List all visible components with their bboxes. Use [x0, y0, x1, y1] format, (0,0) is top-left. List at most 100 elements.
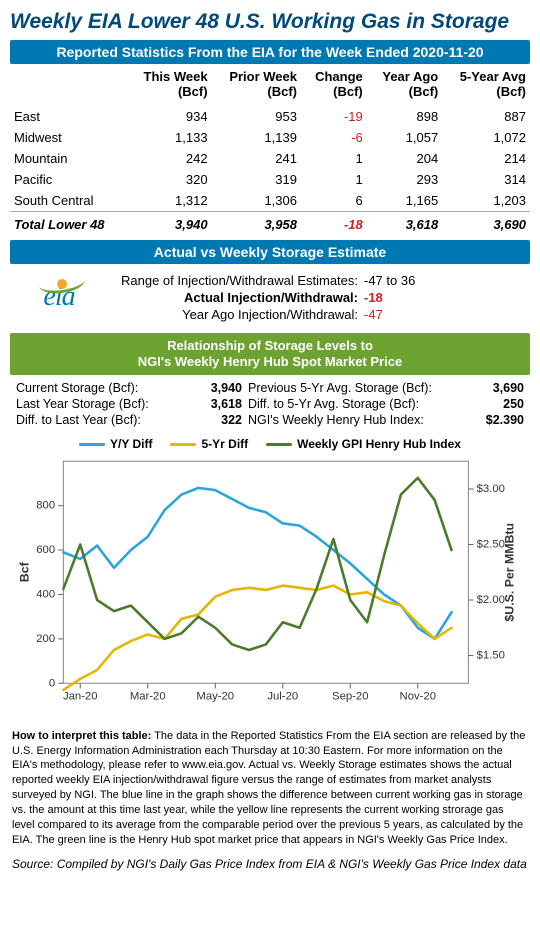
p5-storage-val: 3,690	[454, 381, 524, 395]
avg-cell: 214	[442, 148, 530, 169]
prior-cell: 3,958	[212, 211, 301, 238]
legend-5yr: 5-Yr Diff	[170, 437, 248, 451]
this-cell: 1,312	[126, 190, 211, 212]
est-ya-label: Year Ago Injection/Withdrawal:	[104, 307, 364, 322]
this-cell: 1,133	[126, 127, 211, 148]
page-title: Weekly EIA Lower 48 U.S. Working Gas in …	[10, 6, 530, 40]
region-cell: Mountain	[10, 148, 126, 169]
d5-storage-val: 250	[454, 397, 524, 411]
hh-index-label: NGI's Weekly Henry Hub Index:	[248, 413, 448, 427]
table-row: Mountain2422411204214	[10, 148, 530, 169]
chg-cell: 1	[301, 148, 367, 169]
ly-storage-label: Last Year Storage (Bcf):	[16, 397, 176, 411]
est-actual-value: -18	[364, 290, 383, 305]
banner-rel-line2: NGI's Weekly Henry Hub Spot Market Price	[10, 354, 530, 370]
estimate-block: eia Range of Injection/Withdrawal Estima…	[10, 264, 530, 333]
avg-cell: 1,203	[442, 190, 530, 212]
chart-legend: Y/Y Diff 5-Yr Diff Weekly GPI Henry Hub …	[14, 433, 526, 453]
svg-text:Nov-20: Nov-20	[400, 691, 436, 703]
svg-text:$1.50: $1.50	[477, 650, 505, 662]
legend-hh-label: Weekly GPI Henry Hub Index	[297, 437, 461, 451]
table-row: Pacific3203191293314	[10, 169, 530, 190]
est-range-label: Range of Injection/Withdrawal Estimates:	[104, 273, 364, 288]
cur-storage-label: Current Storage (Bcf):	[16, 381, 176, 395]
svg-text:$2.50: $2.50	[477, 539, 505, 551]
cur-storage-val: 3,940	[182, 381, 242, 395]
ly-storage-val: 3,618	[182, 397, 242, 411]
chg-cell: 6	[301, 190, 367, 212]
svg-text:Mar-20: Mar-20	[130, 691, 166, 703]
region-cell: Total Lower 48	[10, 211, 126, 238]
est-actual-label: Actual Injection/Withdrawal:	[104, 290, 364, 305]
stats-table: This Week(Bcf)Prior Week(Bcf)Change(Bcf)…	[10, 68, 530, 238]
svg-text:400: 400	[36, 589, 55, 601]
interpretation-text: How to interpret this table: The data in…	[10, 721, 530, 854]
ya-cell: 1,057	[367, 127, 442, 148]
svg-text:Sep-20: Sep-20	[332, 691, 368, 703]
prior-cell: 1,306	[212, 190, 301, 212]
table-row: Midwest1,1331,139-61,0571,072	[10, 127, 530, 148]
interp-title: How to interpret this table:	[12, 730, 151, 742]
this-cell: 3,940	[126, 211, 211, 238]
region-cell: Midwest	[10, 127, 126, 148]
report-container: Weekly EIA Lower 48 U.S. Working Gas in …	[0, 0, 540, 883]
svg-text:May-20: May-20	[196, 691, 234, 703]
svg-text:200: 200	[36, 633, 55, 645]
this-cell: 934	[126, 106, 211, 127]
est-ya-value: -47	[364, 307, 383, 322]
table-row: East934953-19898887	[10, 106, 530, 127]
avg-cell: 1,072	[442, 127, 530, 148]
region-cell: East	[10, 106, 126, 127]
ya-cell: 204	[367, 148, 442, 169]
banner-rel-line1: Relationship of Storage Levels to	[10, 338, 530, 354]
banner-relationship: Relationship of Storage Levels to NGI's …	[10, 333, 530, 376]
chg-cell: -19	[301, 106, 367, 127]
prior-cell: 319	[212, 169, 301, 190]
prior-cell: 241	[212, 148, 301, 169]
storage-chart: 0200400600800$1.50$2.00$2.50$3.00Jan-20M…	[14, 453, 526, 720]
d5-storage-label: Diff. to 5-Yr Avg. Storage (Bcf):	[248, 397, 448, 411]
banner-estimate: Actual vs Weekly Storage Estimate	[10, 240, 530, 264]
total-row: Total Lower 483,9403,958-183,6183,690	[10, 211, 530, 238]
dly-storage-label: Diff. to Last Year (Bcf):	[16, 413, 176, 427]
svg-text:Bcf: Bcf	[17, 562, 31, 583]
col-header: 5-Year Avg(Bcf)	[442, 68, 530, 106]
ya-cell: 898	[367, 106, 442, 127]
banner-reported-stats: Reported Statistics From the EIA for the…	[10, 40, 530, 64]
this-cell: 320	[126, 169, 211, 190]
storage-summary: Current Storage (Bcf): 3,940 Previous 5-…	[10, 375, 530, 433]
chg-cell: -18	[301, 211, 367, 238]
legend-yy: Y/Y Diff	[79, 437, 152, 451]
dly-storage-val: 322	[182, 413, 242, 427]
legend-yy-label: Y/Y Diff	[110, 437, 152, 451]
col-header: Change(Bcf)	[301, 68, 367, 106]
svg-text:0: 0	[49, 678, 55, 690]
avg-cell: 887	[442, 106, 530, 127]
legend-hh: Weekly GPI Henry Hub Index	[266, 437, 461, 451]
region-cell: Pacific	[10, 169, 126, 190]
legend-5yr-label: 5-Yr Diff	[201, 437, 248, 451]
eia-logo: eia	[14, 281, 104, 313]
ya-cell: 293	[367, 169, 442, 190]
hh-index-val: $2.390	[454, 413, 524, 427]
svg-text:$2.00: $2.00	[477, 594, 505, 606]
chart-area: Y/Y Diff 5-Yr Diff Weekly GPI Henry Hub …	[10, 433, 530, 720]
chg-cell: -6	[301, 127, 367, 148]
avg-cell: 314	[442, 169, 530, 190]
region-cell: South Central	[10, 190, 126, 212]
col-header: This Week(Bcf)	[126, 68, 211, 106]
col-header: Year Ago(Bcf)	[367, 68, 442, 106]
svg-text:$3.00: $3.00	[477, 483, 505, 495]
ya-cell: 3,618	[367, 211, 442, 238]
col-header	[10, 68, 126, 106]
svg-text:600: 600	[36, 545, 55, 557]
svg-text:Jan-20: Jan-20	[63, 691, 98, 703]
prior-cell: 1,139	[212, 127, 301, 148]
this-cell: 242	[126, 148, 211, 169]
ya-cell: 1,165	[367, 190, 442, 212]
interp-body: The data in the Reported Statistics From…	[12, 730, 525, 846]
source-line: Source: Compiled by NGI's Daily Gas Pric…	[10, 853, 530, 873]
est-range-value: -47 to 36	[364, 273, 415, 288]
p5-storage-label: Previous 5-Yr Avg. Storage (Bcf):	[248, 381, 448, 395]
svg-text:Jul-20: Jul-20	[267, 691, 298, 703]
